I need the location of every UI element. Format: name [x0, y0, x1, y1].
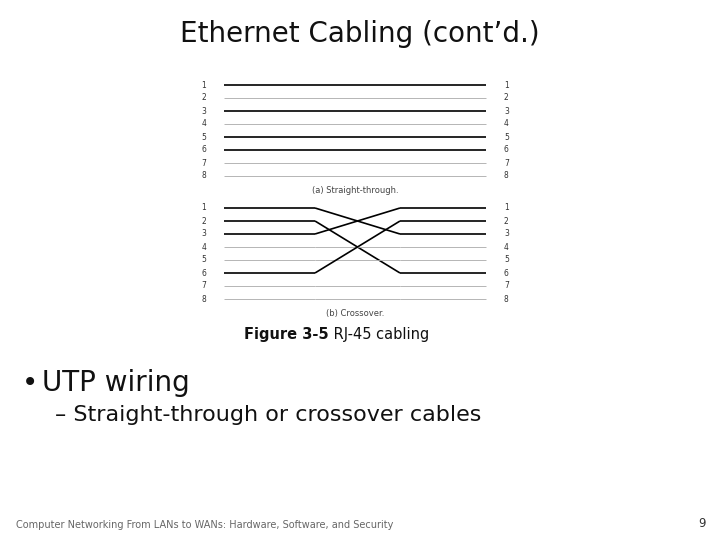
Text: 3: 3 [504, 230, 509, 239]
Text: – Straight-through or crossover cables: – Straight-through or crossover cables [55, 405, 482, 425]
Text: 4: 4 [201, 242, 206, 252]
Text: 3: 3 [504, 106, 509, 116]
Text: 2: 2 [202, 93, 206, 103]
Text: 8: 8 [504, 172, 509, 180]
Text: 3: 3 [201, 230, 206, 239]
Text: 5: 5 [504, 132, 509, 141]
Text: •: • [22, 369, 38, 397]
Text: 1: 1 [504, 80, 509, 90]
Text: 7: 7 [504, 159, 509, 167]
Text: 7: 7 [201, 281, 206, 291]
Text: 4: 4 [504, 242, 509, 252]
Text: 1: 1 [202, 80, 206, 90]
Text: (a) Straight-through.: (a) Straight-through. [312, 186, 398, 195]
Text: 6: 6 [201, 145, 206, 154]
Text: 5: 5 [201, 132, 206, 141]
Text: 6: 6 [504, 268, 509, 278]
Text: RJ-45 cabling: RJ-45 cabling [329, 327, 429, 342]
Text: 7: 7 [504, 281, 509, 291]
Text: 8: 8 [202, 172, 206, 180]
Text: Computer Networking From LANs to WANs: Hardware, Software, and Security: Computer Networking From LANs to WANs: H… [16, 520, 393, 530]
Text: 5: 5 [504, 255, 509, 265]
Text: 7: 7 [201, 159, 206, 167]
Text: 3: 3 [201, 106, 206, 116]
Text: 9: 9 [698, 517, 706, 530]
Text: 2: 2 [202, 217, 206, 226]
Text: Figure 3-5: Figure 3-5 [244, 327, 329, 342]
Text: 8: 8 [504, 294, 509, 303]
Text: 1: 1 [504, 204, 509, 213]
Text: 2: 2 [504, 217, 509, 226]
Text: 4: 4 [201, 119, 206, 129]
Text: 2: 2 [504, 93, 509, 103]
Text: 4: 4 [504, 119, 509, 129]
Text: 6: 6 [504, 145, 509, 154]
Text: 1: 1 [202, 204, 206, 213]
Text: UTP wiring: UTP wiring [42, 369, 190, 397]
Text: 6: 6 [201, 268, 206, 278]
Text: Ethernet Cabling (cont’d.): Ethernet Cabling (cont’d.) [180, 20, 540, 48]
Text: 8: 8 [202, 294, 206, 303]
Text: 5: 5 [201, 255, 206, 265]
Text: (b) Crossover.: (b) Crossover. [326, 309, 384, 318]
